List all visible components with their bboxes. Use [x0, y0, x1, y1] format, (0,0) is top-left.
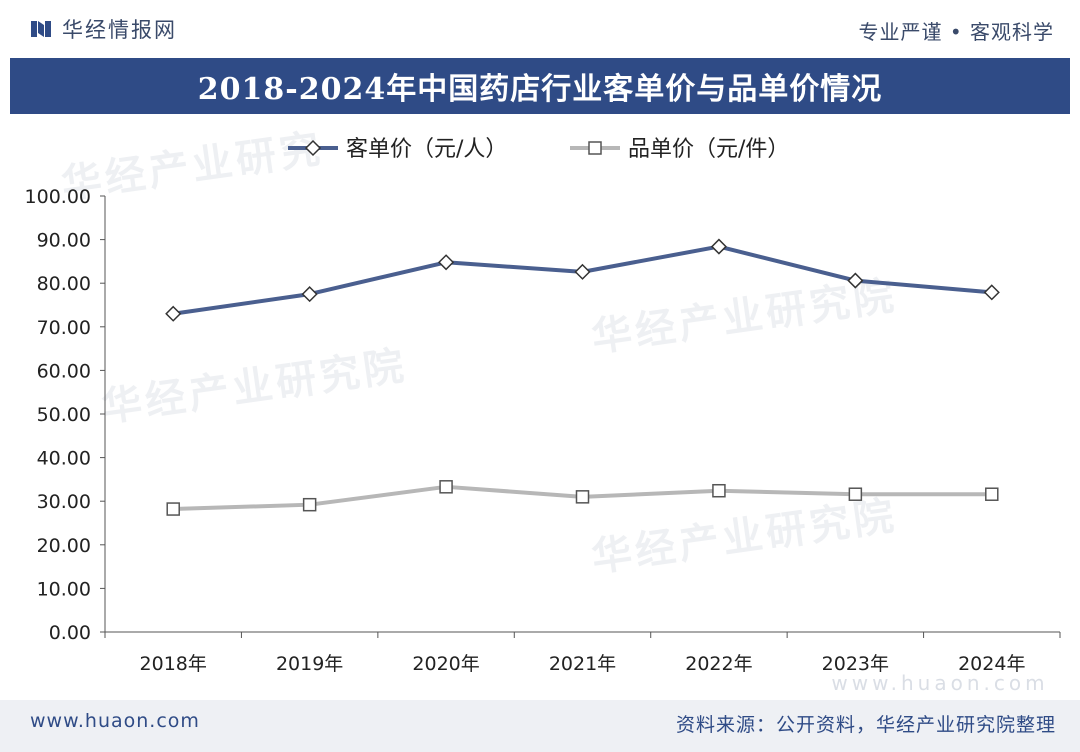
watermark-url: www.huaon.com: [831, 671, 1048, 695]
data-point: [574, 263, 591, 280]
legend-label: 客单价（元/人）: [346, 137, 507, 162]
data-point: [983, 284, 1000, 301]
legend-label: 品单价（元/件）: [628, 137, 789, 162]
footer-url[interactable]: www.huaon.com: [30, 710, 200, 732]
x-tick-label: 2023年: [822, 653, 889, 675]
data-point: [985, 487, 999, 501]
y-tick-label: 80.00: [37, 273, 91, 295]
data-point: [710, 238, 727, 255]
x-tick-label: 2022年: [685, 653, 752, 675]
brand[interactable]: 华经情报网: [30, 14, 177, 44]
brand-name: 华经情报网: [62, 18, 177, 42]
y-tick-label: 20.00: [37, 535, 91, 557]
data-point: [301, 286, 318, 303]
legend-marker-icon: [304, 139, 322, 157]
x-tick-label: 2018年: [140, 653, 207, 675]
title-bar: 2018-2024年中国药店行业客单价与品单价情况: [10, 58, 1070, 114]
legend-marker-icon: [588, 141, 602, 155]
data-point: [575, 490, 590, 504]
x-tick-label: 2024年: [958, 653, 1025, 675]
data-point: [847, 272, 864, 289]
footer: www.huaon.com 资料来源：公开资料，华经产业研究院整理: [0, 700, 1080, 752]
brand-logo-icon: [31, 21, 51, 37]
chart-title: 2018-2024年中国药店行业客单价与品单价情况: [197, 72, 883, 107]
data-point: [439, 480, 453, 494]
series-line: [172, 244, 992, 316]
y-tick-label: 30.00: [37, 491, 91, 513]
data-point: [166, 502, 180, 516]
y-tick-label: 40.00: [37, 448, 91, 470]
y-tick-label: 70.00: [37, 317, 91, 339]
data-point: [302, 497, 317, 512]
data-point: [165, 305, 182, 322]
x-tick-label: 2020年: [412, 653, 479, 675]
x-tick-label: 2021年: [549, 653, 616, 675]
y-tick-label: 60.00: [37, 360, 91, 382]
tagline: 专业严谨 • 客观科学: [858, 20, 1054, 44]
y-tick-label: 10.00: [37, 578, 91, 600]
footer-source: 资料来源：公开资料，华经产业研究院整理: [675, 714, 1056, 736]
line-chart: 100.00 90.00 80.00 70.00 60.00 50.00 40.00 30.0…: [25, 137, 1061, 695]
chart-area: 华经产业研究 华经产业研究院 华经产业研究院 华经产业研究院 100.00 90.…: [10, 114, 1070, 704]
y-tick-label: 0.00: [49, 622, 91, 644]
y-tick-label: 50.00: [37, 404, 91, 426]
header-bar: 华经情报网 专业严谨 • 客观科学: [0, 0, 1080, 56]
data-point: [438, 254, 455, 271]
x-tick-label: 2019年: [276, 653, 343, 675]
y-tick-label: 90.00: [37, 230, 91, 252]
data-point: [848, 487, 863, 501]
data-point: [712, 483, 726, 498]
y-tick-label: 100.00: [25, 186, 91, 208]
